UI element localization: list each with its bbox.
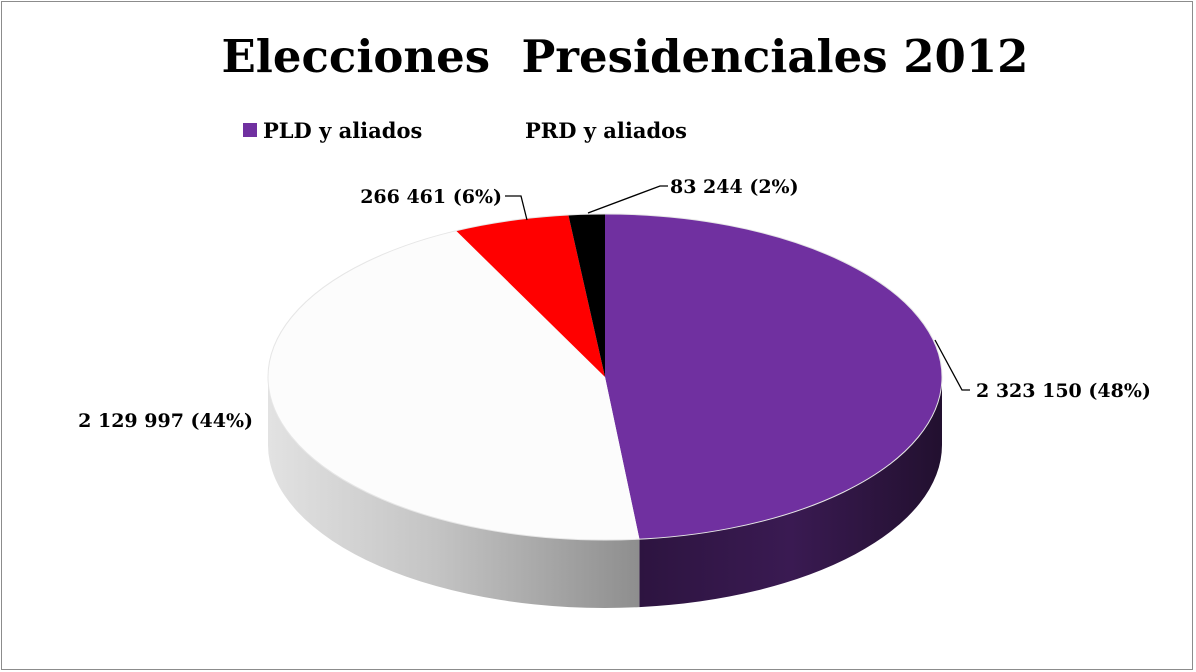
slice-top-other-red — [456, 214, 605, 377]
data-label-other-red: 266 461 (6%) — [360, 186, 502, 208]
slice-side-pld — [639, 377, 943, 608]
slice-top-other-black — [568, 214, 605, 377]
slice-side-prd — [268, 377, 640, 608]
legend-swatch-prd — [505, 123, 519, 137]
chart-title: Elecciones Presidenciales 2012 — [221, 30, 1029, 83]
pie-top-outline — [267, 213, 943, 541]
legend-swatch-pld — [243, 123, 257, 137]
leader-line-other-red — [505, 195, 528, 221]
slice-top-prd — [268, 230, 640, 541]
legend-label-prd: PRD y aliados — [525, 118, 687, 143]
data-label-prd: 2 129 997 (44%) — [78, 410, 253, 432]
data-label-pld: 2 323 150 (48%) — [976, 380, 1151, 402]
leader-line-pld — [934, 339, 970, 391]
legend-label-pld: PLD y aliados — [263, 118, 423, 143]
leader-line-other-black — [587, 185, 668, 214]
data-label-other-black: 83 244 (2%) — [670, 176, 799, 198]
slice-top-pld — [605, 214, 942, 540]
